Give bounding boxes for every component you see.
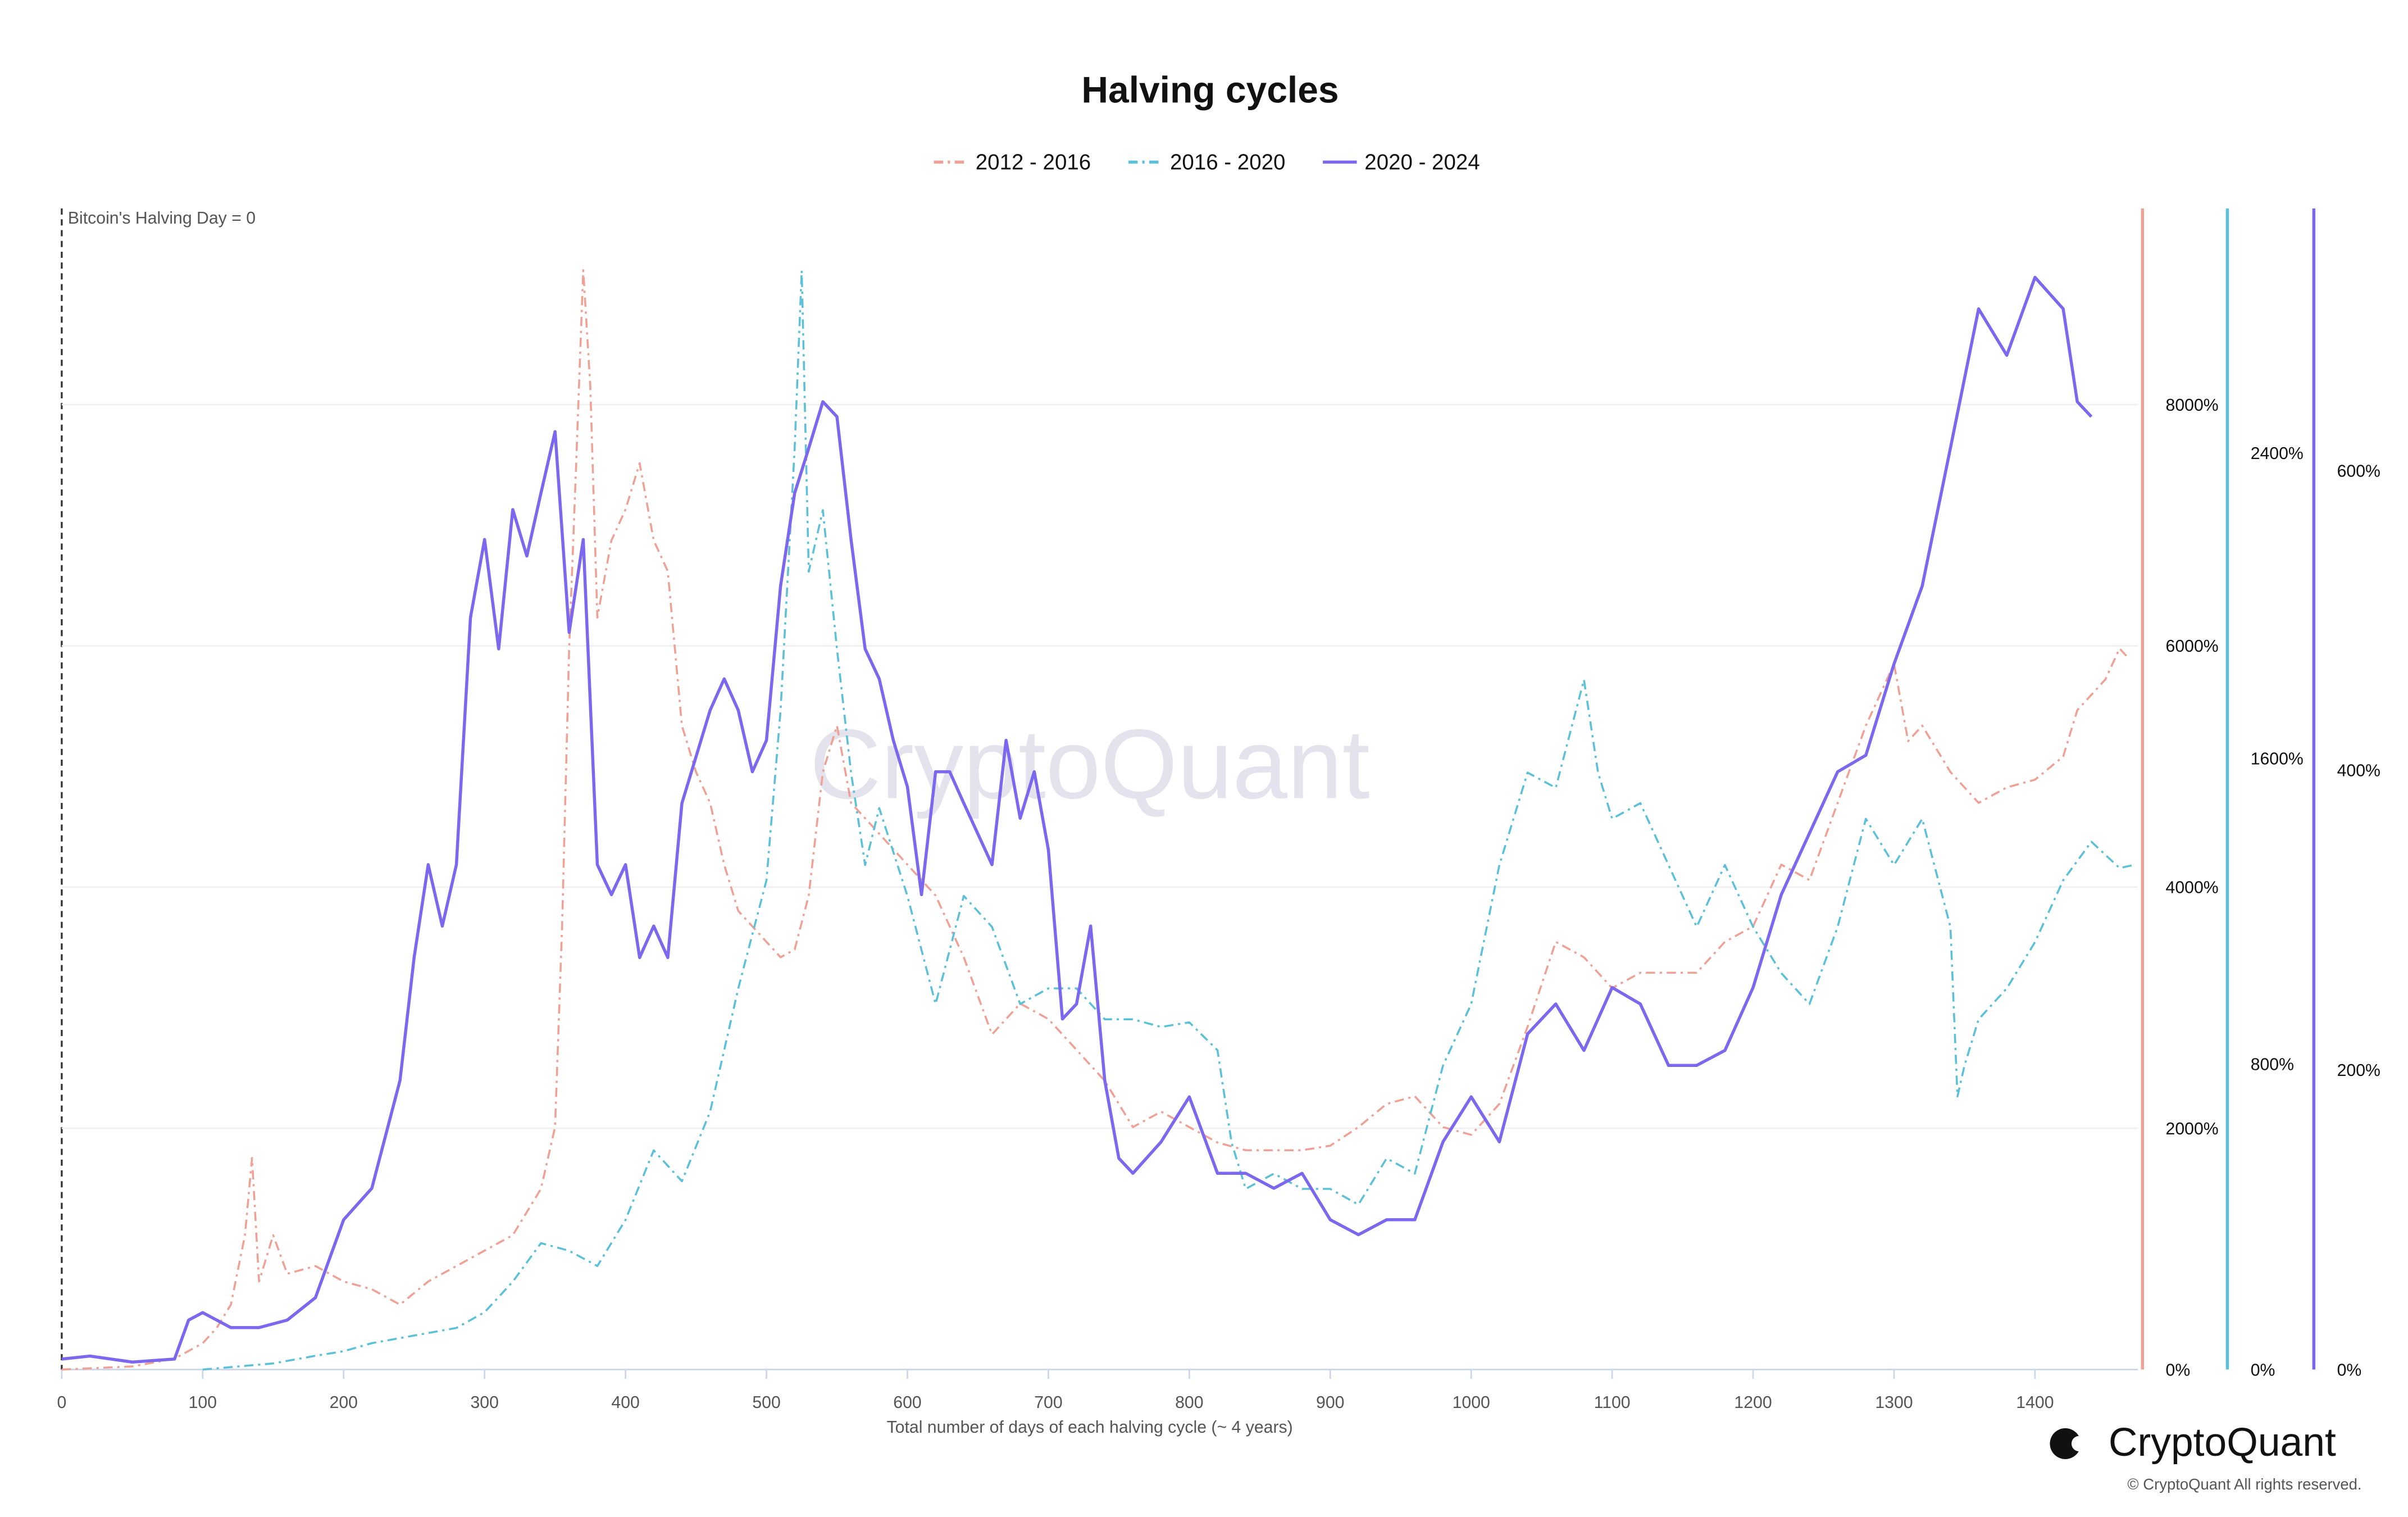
x-tick-label: 1100 xyxy=(1594,1393,1631,1412)
chart-title: Halving cycles xyxy=(1081,69,1339,110)
x-tick-label: 1300 xyxy=(1875,1393,1913,1412)
y-tick-label: 8000% xyxy=(2166,396,2219,415)
y-tick-label: 0% xyxy=(2166,1361,2191,1379)
x-tick-label: 400 xyxy=(611,1393,639,1412)
x-tick-label: 100 xyxy=(189,1393,217,1412)
y-tick-label: 200% xyxy=(2337,1061,2380,1080)
x-tick-label: 300 xyxy=(470,1393,498,1412)
y-tick-label: 0% xyxy=(2251,1361,2275,1379)
x-tick-label: 500 xyxy=(752,1393,780,1412)
y-tick-label: 600% xyxy=(2337,462,2380,480)
legend-item: 2012 - 2016 xyxy=(934,150,1091,174)
x-tick-label: 900 xyxy=(1316,1393,1344,1412)
x-tick-label: 600 xyxy=(893,1393,921,1412)
watermark: CryptoQuant xyxy=(810,709,1370,819)
series-line xyxy=(202,270,2134,1371)
y-tick-label: 4000% xyxy=(2166,879,2219,897)
legend-item: 2016 - 2020 xyxy=(1128,150,1285,174)
x-tick-label: 700 xyxy=(1034,1393,1062,1412)
x-tick-label: 1000 xyxy=(1453,1393,1490,1412)
legend-label: 2020 - 2024 xyxy=(1364,150,1480,174)
x-axis-label: Total number of days of each halving cyc… xyxy=(887,1418,1293,1437)
y-tick-label: 0% xyxy=(2337,1361,2362,1379)
x-tick-label: 200 xyxy=(330,1393,358,1412)
y-tick-label: 6000% xyxy=(2166,637,2219,656)
y-tick-label: 1600% xyxy=(2251,750,2304,769)
series-line xyxy=(61,275,2093,1364)
y-tick-label: 400% xyxy=(2337,762,2380,780)
y-tick-label: 2400% xyxy=(2251,444,2304,463)
y-tick-label: 800% xyxy=(2251,1055,2294,1074)
legend-label: 2016 - 2020 xyxy=(1170,150,1285,174)
legend-label: 2012 - 2016 xyxy=(976,150,1091,174)
copyright: © CryptoQuant All rights reserved. xyxy=(2127,1475,2361,1493)
legend-item: 2020 - 2024 xyxy=(1323,150,1480,174)
y-tick-label: 2000% xyxy=(2166,1120,2219,1138)
annotation: Bitcoin's Halving Day = 0 xyxy=(68,209,256,228)
x-tick-label: 1400 xyxy=(2016,1393,2054,1412)
logo-text: CryptoQuant xyxy=(2109,1420,2336,1465)
series-line xyxy=(61,269,2128,1371)
logo-icon xyxy=(2050,1428,2087,1459)
x-tick-label: 800 xyxy=(1175,1393,1203,1412)
x-tick-label: 1200 xyxy=(1734,1393,1772,1412)
x-tick-label: 0 xyxy=(57,1393,67,1412)
